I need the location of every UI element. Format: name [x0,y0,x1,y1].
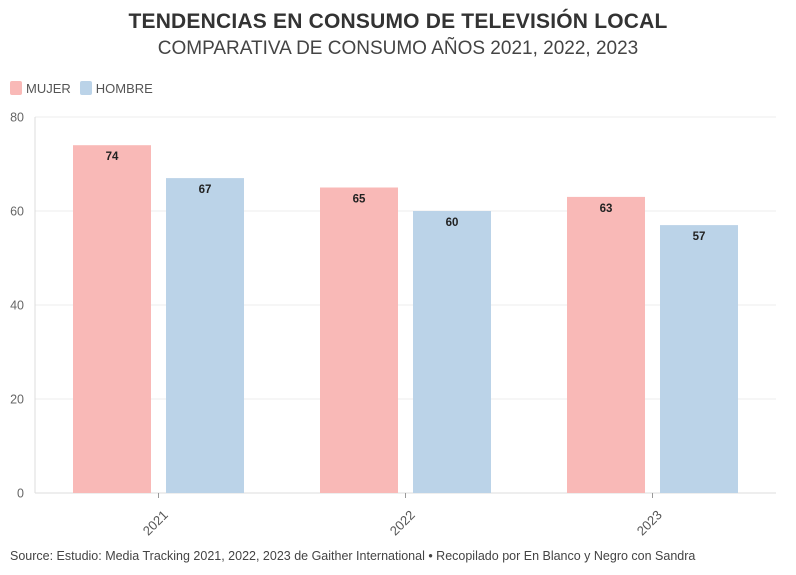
data-label: 67 [199,184,212,196]
y-tick-label: 60 [10,205,24,219]
bar-mujer-2021 [73,145,151,493]
bar-mujer-2022 [320,187,398,493]
y-tick-label: 0 [17,487,24,501]
data-label: 65 [353,194,366,206]
legend-label-hombre: HOMBRE [95,80,153,96]
legend-label-mujer: MUJER [26,80,71,96]
data-label: 57 [693,231,706,243]
legend-swatch-mujer [10,81,22,95]
data-label: 63 [600,203,613,215]
bar-mujer-2023 [567,196,645,493]
y-tick-label: 40 [10,299,24,313]
x-tick-label: 2023 [634,507,665,538]
data-label: 74 [106,151,119,163]
y-tick-label: 20 [10,393,24,407]
legend: MUJER HOMBRE [10,79,162,97]
bar-hombre-2022 [413,211,491,493]
legend-item-mujer[interactable]: MUJER [10,81,71,96]
data-label: 60 [446,217,459,229]
chart-subtitle: COMPARATIVA DE CONSUMO AÑOS 2021, 2022, … [157,38,639,59]
bar-hombre-2021 [166,178,244,493]
y-tick-label: 80 [10,111,24,125]
legend-swatch-hombre [79,81,92,95]
legend-item-hombre[interactable]: HOMBRE [79,80,153,96]
x-tick-label: 2022 [387,507,418,538]
chart-title: TENDENCIAS EN CONSUMO DE TELEVISIÓN LOCA… [128,10,668,33]
x-tick-label: 2021 [140,507,171,538]
bar-hombre-2023 [660,225,738,493]
source-note: Source: Estudio: Media Tracking 2021, 20… [10,549,696,563]
